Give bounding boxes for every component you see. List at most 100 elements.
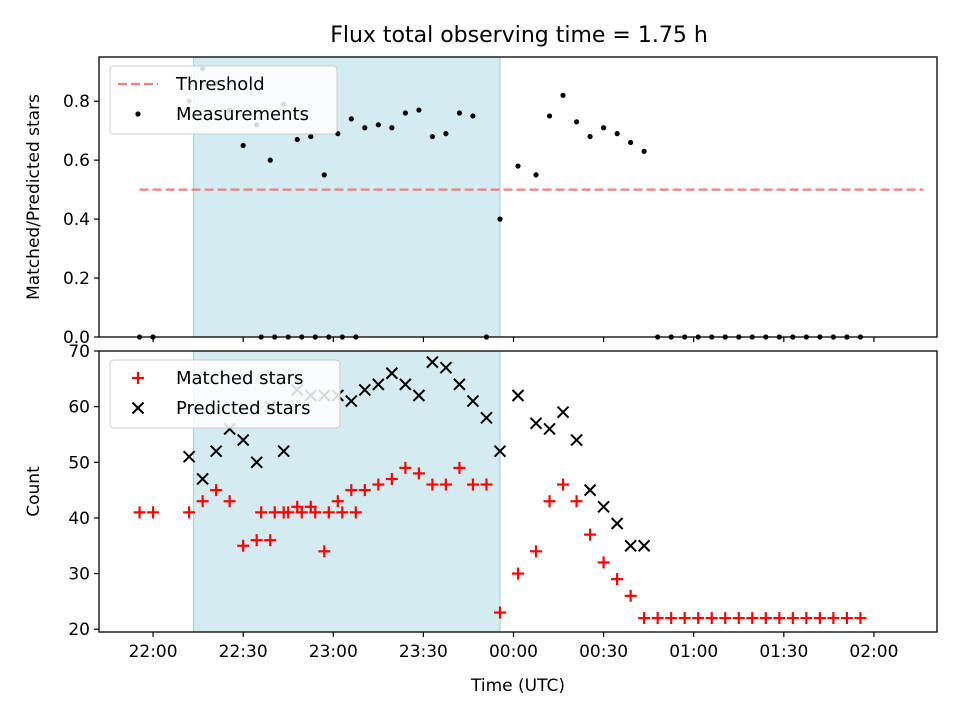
x-b — [597, 500, 610, 514]
data-point — [453, 461, 466, 474]
data-point — [372, 378, 385, 391]
x-b — [426, 355, 439, 369]
data-point — [813, 612, 826, 625]
data-point — [854, 612, 867, 625]
data-point — [321, 172, 327, 178]
data-point — [827, 612, 840, 625]
data-point — [614, 131, 620, 137]
y-tick-label: 50 — [68, 453, 90, 473]
data-point — [530, 545, 543, 558]
data-point — [573, 119, 580, 125]
y-tick-label: 0.8 — [63, 92, 90, 112]
data-point — [133, 506, 146, 519]
y-axis-label: Count — [24, 466, 44, 517]
data-point — [511, 389, 525, 402]
data-point — [349, 506, 362, 519]
data-point — [480, 478, 493, 491]
y-tick-label: 0.2 — [63, 269, 90, 289]
data-point — [412, 389, 426, 402]
x-tick-label: 02:00 — [849, 642, 898, 662]
x-b — [466, 394, 480, 408]
data-point — [426, 355, 439, 369]
data-point — [331, 495, 344, 508]
x-axis-label: Time (UTC) — [470, 676, 565, 696]
y-tick-label: 60 — [68, 398, 90, 418]
data-point — [322, 506, 335, 519]
data-point — [515, 163, 521, 169]
data-point — [345, 394, 358, 408]
data-point — [746, 612, 759, 625]
x-b — [412, 389, 426, 402]
y-axis-label: Matched/Predicted stars — [24, 94, 44, 300]
data-point — [240, 142, 246, 149]
data-point — [759, 612, 772, 625]
data-point — [196, 495, 209, 508]
x-tick-label: 01:00 — [669, 642, 718, 662]
data-point — [665, 612, 678, 625]
x-b — [453, 378, 466, 391]
data-point — [466, 478, 479, 491]
data-point — [439, 478, 452, 491]
data-point — [601, 125, 607, 131]
x-b — [277, 444, 290, 458]
data-point — [399, 378, 412, 391]
data-point — [385, 472, 398, 485]
data-point — [264, 534, 277, 547]
data-point — [529, 417, 543, 430]
data-point — [597, 500, 610, 514]
data-point — [443, 131, 449, 137]
data-point — [429, 133, 435, 140]
x-tick-label: 22:00 — [129, 642, 178, 662]
data-point — [223, 495, 236, 508]
data-point — [426, 478, 439, 491]
x-tick-label: 00:00 — [489, 642, 538, 662]
data-point — [147, 506, 160, 519]
data-point — [512, 567, 524, 580]
data-point — [456, 110, 463, 116]
legend: Threshold Measurements — [109, 65, 338, 135]
series-matched-stars — [133, 461, 867, 625]
legend-label: Threshold — [175, 74, 265, 95]
x-b — [372, 378, 385, 391]
data-point — [385, 367, 399, 380]
x-b — [529, 417, 543, 430]
data-point — [250, 456, 263, 469]
data-point — [543, 495, 556, 508]
data-point — [610, 517, 624, 530]
data-point — [800, 612, 813, 625]
x-b — [209, 444, 223, 458]
y-tick-label: 30 — [68, 565, 90, 585]
data-point — [182, 450, 196, 463]
legend-box — [109, 65, 338, 135]
data-point — [389, 125, 395, 131]
x-b — [358, 383, 372, 397]
x-b — [543, 422, 556, 436]
data-point — [399, 461, 412, 474]
data-point — [786, 612, 799, 625]
y-tick-label: 40 — [68, 509, 90, 529]
data-point — [637, 539, 651, 552]
x-b — [511, 389, 525, 402]
y-tick-label: 20 — [68, 620, 90, 640]
data-point — [624, 589, 637, 602]
legend-marker — [131, 401, 145, 415]
data-point — [583, 483, 597, 497]
data-point — [641, 148, 647, 154]
data-point — [348, 116, 354, 122]
data-point — [412, 467, 425, 480]
data-point — [533, 172, 539, 178]
x-b — [493, 444, 507, 458]
data-point — [362, 125, 368, 131]
data-point — [638, 612, 651, 625]
x-tick-label: 01:30 — [759, 642, 808, 662]
data-point — [570, 433, 583, 447]
data-point — [345, 484, 358, 497]
data-point — [543, 422, 556, 436]
data-point — [183, 506, 196, 519]
chart-title: Flux total observing time = 1.75 h — [330, 23, 708, 48]
data-point — [210, 484, 223, 497]
x-b — [624, 539, 637, 552]
legend-label: Measurements — [176, 104, 309, 125]
